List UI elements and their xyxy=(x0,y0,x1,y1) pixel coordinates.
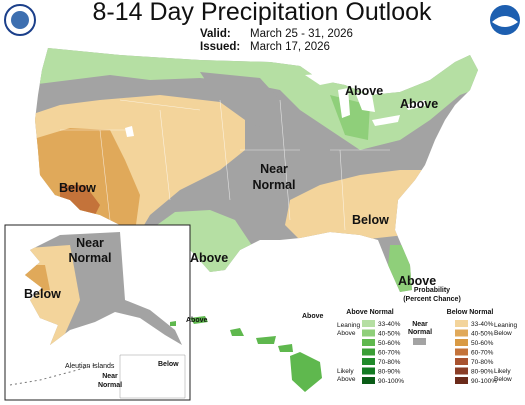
above-swatch xyxy=(362,348,375,356)
noaa-logo-right xyxy=(490,5,520,35)
above-bin-label: 70-80% xyxy=(378,359,401,366)
hi-label-west: Above xyxy=(186,317,208,324)
leaning-above-2: Above xyxy=(337,330,356,337)
ak-label-near-1: Near xyxy=(76,236,104,250)
below-swatch xyxy=(455,367,468,375)
below-bin-label: 40-50% xyxy=(471,331,494,338)
likely-above-1: Likely xyxy=(337,368,354,375)
likely-above-2: Above xyxy=(337,376,356,383)
below-swatch xyxy=(455,348,468,356)
issued-date: March 17, 2026 xyxy=(250,41,330,53)
above-bin-label: 80-90% xyxy=(378,369,401,376)
above-bin-label: 40-50% xyxy=(378,331,401,338)
label-florida: Above xyxy=(398,274,436,288)
above-swatch xyxy=(362,320,375,327)
above-swatch xyxy=(362,329,375,337)
leaning-below-1: Leaning xyxy=(494,322,518,329)
below-bin-label: 90-100% xyxy=(471,378,497,385)
valid-dates: March 25 - 31, 2026 xyxy=(250,28,353,40)
below-swatch xyxy=(455,320,468,327)
aleutian-below: Below xyxy=(158,361,179,368)
ak-label-below: Below xyxy=(24,287,61,301)
aleutian-near-2: Normal xyxy=(98,382,122,389)
above-bin-label: 33-40% xyxy=(378,321,401,328)
below-bin-label: 70-80% xyxy=(471,359,494,366)
likely-below-2: Below xyxy=(494,376,512,383)
below-bin-label: 80-90% xyxy=(471,369,494,376)
above-swatch xyxy=(362,339,375,346)
above-bin-label: 50-60% xyxy=(378,340,401,347)
label-southwest: Below xyxy=(59,181,96,195)
aleutian-near-1: Near xyxy=(102,373,118,380)
below-bin-label: 60-70% xyxy=(471,350,494,357)
above-swatch xyxy=(362,377,375,384)
below-swatch xyxy=(455,377,468,384)
below-bin-label: 50-60% xyxy=(471,340,494,347)
hawaii-inset xyxy=(170,316,322,392)
above-swatch xyxy=(362,367,375,375)
alaska-inset xyxy=(4,224,191,401)
legend-title-2: (Percent Chance) xyxy=(403,296,461,303)
label-northeast: Above xyxy=(400,97,438,111)
ak-label-near-2: Normal xyxy=(68,251,111,265)
below-bin-label: 33-40% xyxy=(471,321,494,328)
legend-below-head: Below Normal xyxy=(447,309,494,316)
above-bin-label: 60-70% xyxy=(378,350,401,357)
label-texas: Above xyxy=(190,251,228,265)
leaning-below-2: Below xyxy=(494,330,512,337)
legend: Probability (Percent Chance) Above Norma… xyxy=(337,287,518,385)
label-great-lakes: Above xyxy=(345,84,383,98)
above-swatch xyxy=(362,358,375,365)
below-swatch xyxy=(455,358,468,365)
legend-above-head: Above Normal xyxy=(346,309,394,316)
valid-label: Valid: xyxy=(200,28,231,40)
legend-near-1: Near xyxy=(412,321,428,328)
label-central-2: Normal xyxy=(252,178,295,192)
great-salt-lake xyxy=(125,126,134,137)
issued-label: Issued: xyxy=(200,41,240,53)
legend-near-2: Normal xyxy=(408,329,432,336)
label-central-1: Near xyxy=(260,162,288,176)
label-southeast: Below xyxy=(352,213,389,227)
below-swatch xyxy=(455,329,468,337)
noaa-logo-left xyxy=(4,4,36,36)
leaning-above-1: Leaning xyxy=(337,322,361,329)
likely-below-1: Likely xyxy=(494,368,511,375)
great-lakes xyxy=(305,72,425,126)
near-swatch xyxy=(413,338,426,345)
aleutian-title: Aleutian Islands xyxy=(65,363,115,370)
title: 8-14 Day Precipitation Outlook xyxy=(92,0,432,26)
below-swatch xyxy=(455,339,468,346)
hi-label-east: Above xyxy=(302,313,324,320)
above-bin-label: 90-100% xyxy=(378,378,404,385)
legend-title-1: Probability xyxy=(414,287,450,294)
